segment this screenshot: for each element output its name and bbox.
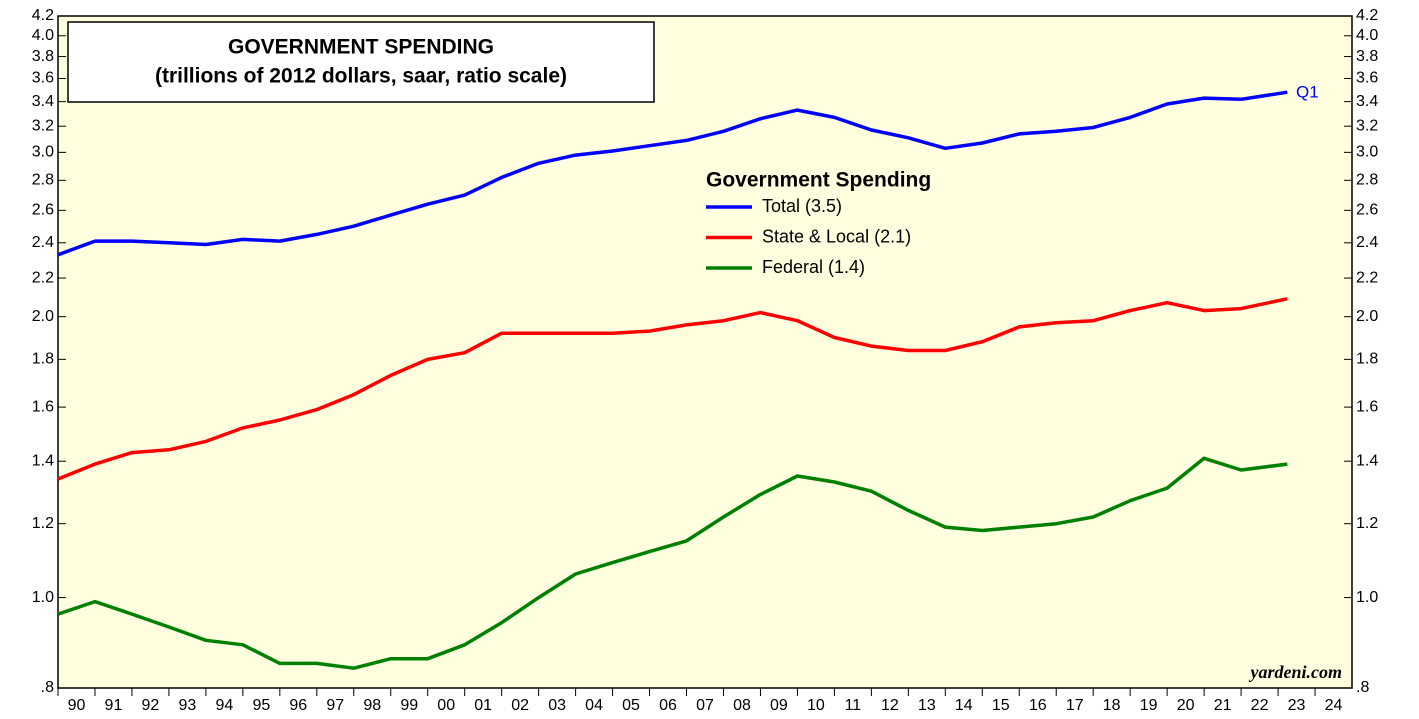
x-tick-label: 04 xyxy=(585,697,603,714)
x-tick-label: 00 xyxy=(437,697,455,714)
x-tick-label: 19 xyxy=(1140,697,1158,714)
y2-tick-label: 1.2 xyxy=(1356,515,1378,532)
y2-tick-label: 1.4 xyxy=(1356,452,1378,469)
y2-tick-label: 3.0 xyxy=(1356,144,1378,161)
line-series xyxy=(57,90,1288,257)
x-tick-label: 14 xyxy=(955,697,973,714)
y-tick-label: 3.4 xyxy=(32,93,54,110)
y2-tick-label: 3.8 xyxy=(1356,48,1378,65)
y-tick-label: 1.2 xyxy=(32,515,54,532)
y2-tick-label: 2.6 xyxy=(1356,202,1378,219)
x-tick-label: 07 xyxy=(696,697,714,714)
x-tick-label: 10 xyxy=(807,697,825,714)
x-tick-label: 13 xyxy=(918,697,936,714)
y-tick-label: 2.2 xyxy=(32,269,54,286)
x-tick-label: 15 xyxy=(992,697,1010,714)
y2-tick-label: 3.6 xyxy=(1356,70,1378,87)
line-series xyxy=(57,297,1288,481)
y-tick-label: 1.6 xyxy=(32,398,54,415)
y2-tick-label: 1.0 xyxy=(1356,589,1378,606)
annotation: Q1 xyxy=(1296,82,1319,101)
y-tick-label: 4.0 xyxy=(32,27,54,44)
x-tick-label: 98 xyxy=(363,697,381,714)
x-tick-label: 06 xyxy=(659,697,677,714)
x-tick-label: 18 xyxy=(1103,697,1121,714)
x-tick-label: 09 xyxy=(770,697,788,714)
title-box xyxy=(67,21,655,103)
y-tick-label: 1.0 xyxy=(32,589,54,606)
y-tick-label: 2.4 xyxy=(32,234,54,251)
legend-title: Government Spending xyxy=(706,169,931,192)
line-series xyxy=(57,456,1288,670)
x-tick-label: 24 xyxy=(1325,697,1343,714)
source: yardeni.com xyxy=(1249,662,1343,682)
x-tick-label: 91 xyxy=(105,697,123,714)
x-tick-label: 97 xyxy=(326,697,344,714)
x-tick-label: 05 xyxy=(622,697,640,714)
x-tick-label: 08 xyxy=(733,697,751,714)
y2-tick-label: 3.4 xyxy=(1356,93,1378,110)
y-tick-label: 3.2 xyxy=(32,117,54,134)
y2-tick-label: 2.2 xyxy=(1356,269,1378,286)
y-tick-label: 2.6 xyxy=(32,202,54,219)
x-tick-label: 11 xyxy=(845,697,862,714)
y-tick-label: 3.8 xyxy=(32,48,54,65)
x-tick-label: 93 xyxy=(179,697,197,714)
legend-label: Total (3.5) xyxy=(762,196,842,216)
legend-label: Federal (1.4) xyxy=(762,257,865,277)
x-tick-label: 17 xyxy=(1066,697,1084,714)
x-tick-label: 16 xyxy=(1029,697,1047,714)
y2-tick-label: 1.8 xyxy=(1356,351,1378,368)
x-tick-label: 20 xyxy=(1177,697,1195,714)
x-tick-label: 03 xyxy=(548,697,566,714)
x-tick-label: 23 xyxy=(1288,697,1306,714)
y-tick-label: .8 xyxy=(41,679,54,696)
chart-subtitle: (trillions of 2012 dollars, saar, ratio … xyxy=(155,65,567,88)
x-tick-label: 22 xyxy=(1251,697,1269,714)
y2-tick-label: .8 xyxy=(1356,679,1369,696)
x-tick-label: 96 xyxy=(289,697,307,714)
y-tick-label: 4.2 xyxy=(32,7,54,24)
y2-tick-label: 1.6 xyxy=(1356,398,1378,415)
y2-tick-label: 2.8 xyxy=(1356,172,1378,189)
x-tick-label: 21 xyxy=(1214,697,1232,714)
legend-label: State & Local (2.1) xyxy=(762,226,911,246)
x-tick-label: 94 xyxy=(215,697,233,714)
x-tick-label: 02 xyxy=(511,697,529,714)
x-tick-label: 92 xyxy=(142,697,160,714)
y-tick-label: 2.8 xyxy=(32,172,54,189)
y-tick-label: 1.8 xyxy=(32,351,54,368)
y2-tick-label: 2.0 xyxy=(1356,308,1378,325)
y2-tick-label: 3.2 xyxy=(1356,117,1378,134)
y-tick-label: 3.6 xyxy=(32,70,54,87)
x-tick-label: 12 xyxy=(881,697,899,714)
y-tick-label: 2.0 xyxy=(32,308,54,325)
plot-area xyxy=(57,15,1353,689)
y-tick-label: 1.4 xyxy=(32,452,54,469)
x-tick-label: 99 xyxy=(400,697,418,714)
chart-title: GOVERNMENT SPENDING xyxy=(228,36,494,59)
x-tick-label: 95 xyxy=(252,697,270,714)
x-tick-label: 01 xyxy=(474,697,492,714)
y2-tick-label: 2.4 xyxy=(1356,234,1378,251)
y2-tick-label: 4.0 xyxy=(1356,27,1378,44)
y2-tick-label: 4.2 xyxy=(1356,7,1378,24)
y-tick-label: 3.0 xyxy=(32,144,54,161)
x-tick-label: 90 xyxy=(68,697,86,714)
